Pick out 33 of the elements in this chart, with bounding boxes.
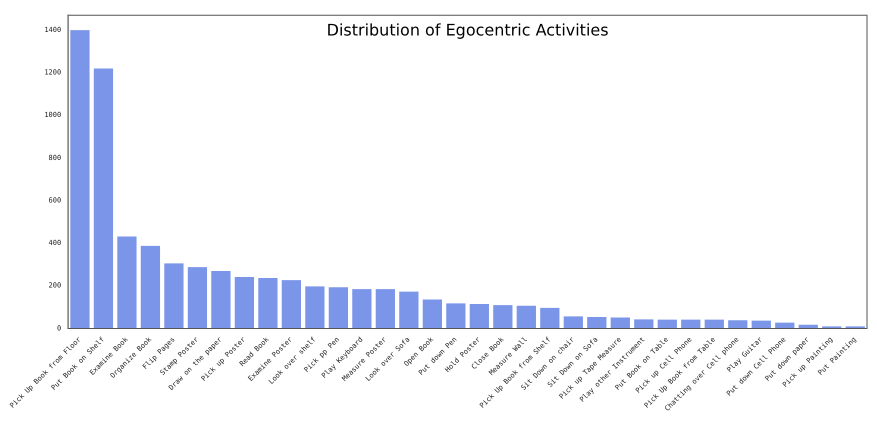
bar <box>634 319 654 329</box>
bar <box>728 320 748 329</box>
bar <box>422 300 442 329</box>
bar <box>94 68 114 329</box>
bar <box>328 287 348 329</box>
bar <box>188 267 208 329</box>
bar <box>564 316 583 329</box>
bar <box>376 289 395 329</box>
bar <box>752 320 771 329</box>
bar <box>211 270 231 329</box>
bar <box>658 320 677 329</box>
bar <box>70 30 90 329</box>
bar <box>493 305 512 329</box>
bar <box>540 308 560 329</box>
bar <box>234 276 254 329</box>
bar <box>446 303 466 329</box>
bar <box>587 317 606 329</box>
bar <box>282 280 302 329</box>
bar <box>117 236 137 329</box>
bar <box>140 246 160 329</box>
bar <box>516 306 536 329</box>
bar <box>399 292 418 329</box>
bar <box>775 322 794 329</box>
bar <box>164 263 184 329</box>
bar <box>610 317 630 329</box>
bar <box>798 324 818 329</box>
bar <box>704 320 724 329</box>
bar <box>258 278 278 329</box>
bar <box>305 286 325 329</box>
bar <box>352 289 372 329</box>
chart-title: Distribution of Egocentric Activities <box>326 20 609 40</box>
bar <box>681 320 700 329</box>
bar <box>470 304 489 329</box>
